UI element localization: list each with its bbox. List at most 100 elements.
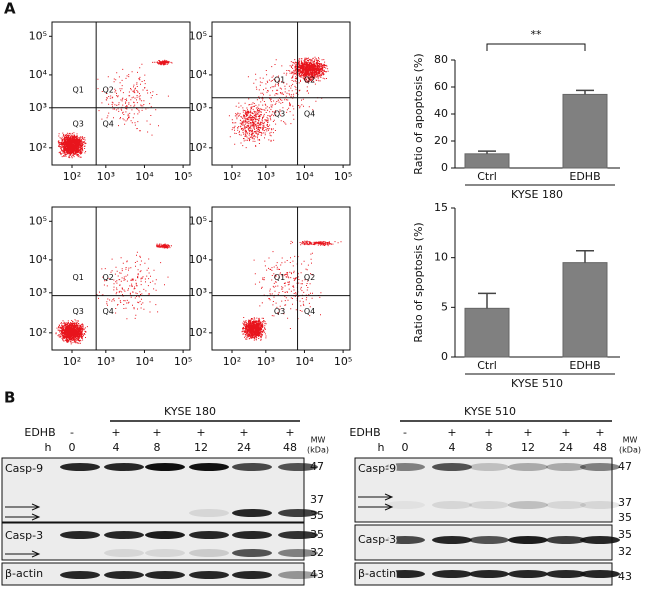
treatment: + [152, 426, 161, 439]
treatment: + [285, 426, 294, 439]
arrow [5, 550, 41, 558]
arrow [358, 503, 394, 511]
y-tick-label: 10² [29, 141, 47, 154]
significance-label: ** [531, 28, 543, 41]
event-dots [228, 56, 329, 149]
band [104, 531, 144, 539]
band [469, 501, 509, 509]
band [189, 549, 229, 557]
quadrant-label: Q4 [304, 307, 315, 316]
group-label: KYSE 180 [511, 188, 563, 201]
treatment: + [523, 426, 532, 439]
y-tick-label: 40 [434, 107, 448, 120]
band [432, 501, 472, 509]
band [546, 536, 586, 544]
band [145, 549, 185, 557]
y-tick-label: 10³ [29, 101, 47, 114]
quadrant-label: Q1 [274, 75, 285, 84]
y-tick-label: 10³ [29, 286, 47, 299]
quadrant-label: Q2 [102, 273, 113, 282]
time: 12 [521, 441, 535, 454]
x-tick-label: 10⁴ [135, 170, 154, 183]
band [432, 463, 472, 471]
mw-unit: (kDa) [619, 446, 641, 455]
x-tick-label: 10² [223, 170, 241, 183]
treatment-label: EDHB [24, 426, 55, 439]
x-tick-label: 10⁵ [174, 355, 192, 368]
treatment: + [111, 426, 120, 439]
band [104, 549, 144, 557]
time: 4 [449, 441, 456, 454]
mw-label: MW [311, 436, 326, 445]
plot-frame [211, 21, 351, 166]
band [104, 571, 144, 579]
y-axis-label: Ratio of apoptosis (%) [412, 53, 425, 174]
time: 48 [283, 441, 297, 454]
treatment: + [447, 426, 456, 439]
x-tick-label: 10² [223, 355, 241, 368]
x-tick-label: 10³ [97, 355, 115, 368]
y-tick-label: 10² [29, 326, 47, 339]
band [60, 531, 100, 539]
treatment: + [196, 426, 205, 439]
quadrant-label: Q3 [274, 307, 285, 316]
mw-marker: 32 [310, 546, 324, 559]
time: 24 [559, 441, 573, 454]
quadrant-label: Q2 [102, 85, 113, 94]
x-tick-label: EDHB [569, 170, 600, 183]
band [278, 531, 318, 539]
bar [464, 153, 510, 169]
protein-label: Casp-9 [358, 462, 396, 475]
y-tick-label: 5 [441, 300, 448, 313]
y-tick-label: 10⁵ [29, 29, 47, 42]
treatment: + [561, 426, 570, 439]
y-tick-label: 10² [189, 141, 207, 154]
band [385, 501, 425, 509]
time: 0 [69, 441, 76, 454]
plot-frame [51, 206, 191, 351]
band [232, 549, 272, 557]
x-tick-label: 10⁴ [295, 355, 314, 368]
band [469, 536, 509, 544]
y-tick-label: 10² [189, 326, 207, 339]
arrow [358, 493, 394, 501]
bar [562, 93, 608, 169]
band [508, 536, 548, 544]
band [508, 570, 548, 578]
band [385, 536, 425, 544]
y-tick-label: 10³ [189, 286, 207, 299]
mw-marker: 43 [618, 570, 632, 583]
treatment: - [403, 426, 407, 439]
treatment: + [484, 426, 493, 439]
mw-marker: 47 [310, 460, 324, 473]
band [232, 463, 272, 471]
treatment: + [239, 426, 248, 439]
x-tick-label: 10³ [97, 170, 115, 183]
x-tick-label: 10² [63, 355, 81, 368]
error-bar [478, 292, 496, 309]
arrow [5, 503, 41, 511]
band [189, 571, 229, 579]
x-tick-label: Ctrl [477, 170, 497, 183]
cell-line-label: KYSE 510 [464, 405, 516, 418]
protein-label: β-actin [5, 567, 43, 580]
error-bar [576, 89, 594, 95]
y-tick-label: 60 [434, 80, 448, 93]
x-tick-label: 10⁴ [135, 355, 154, 368]
time-label: h [45, 441, 52, 454]
time: 24 [237, 441, 251, 454]
time-label: h [378, 441, 385, 454]
mw-marker: 32 [618, 545, 632, 558]
mw-unit: (kDa) [307, 446, 329, 455]
quadrant-label: Q1 [72, 85, 83, 94]
band [189, 463, 229, 471]
band [546, 570, 586, 578]
mw-marker: 37 [310, 493, 324, 506]
time: 12 [194, 441, 208, 454]
bar [562, 262, 608, 358]
arrow [5, 513, 41, 521]
quadrant-label: Q2 [304, 75, 315, 84]
quadrant-label: Q4 [102, 307, 113, 316]
x-tick-label: EDHB [569, 359, 600, 372]
